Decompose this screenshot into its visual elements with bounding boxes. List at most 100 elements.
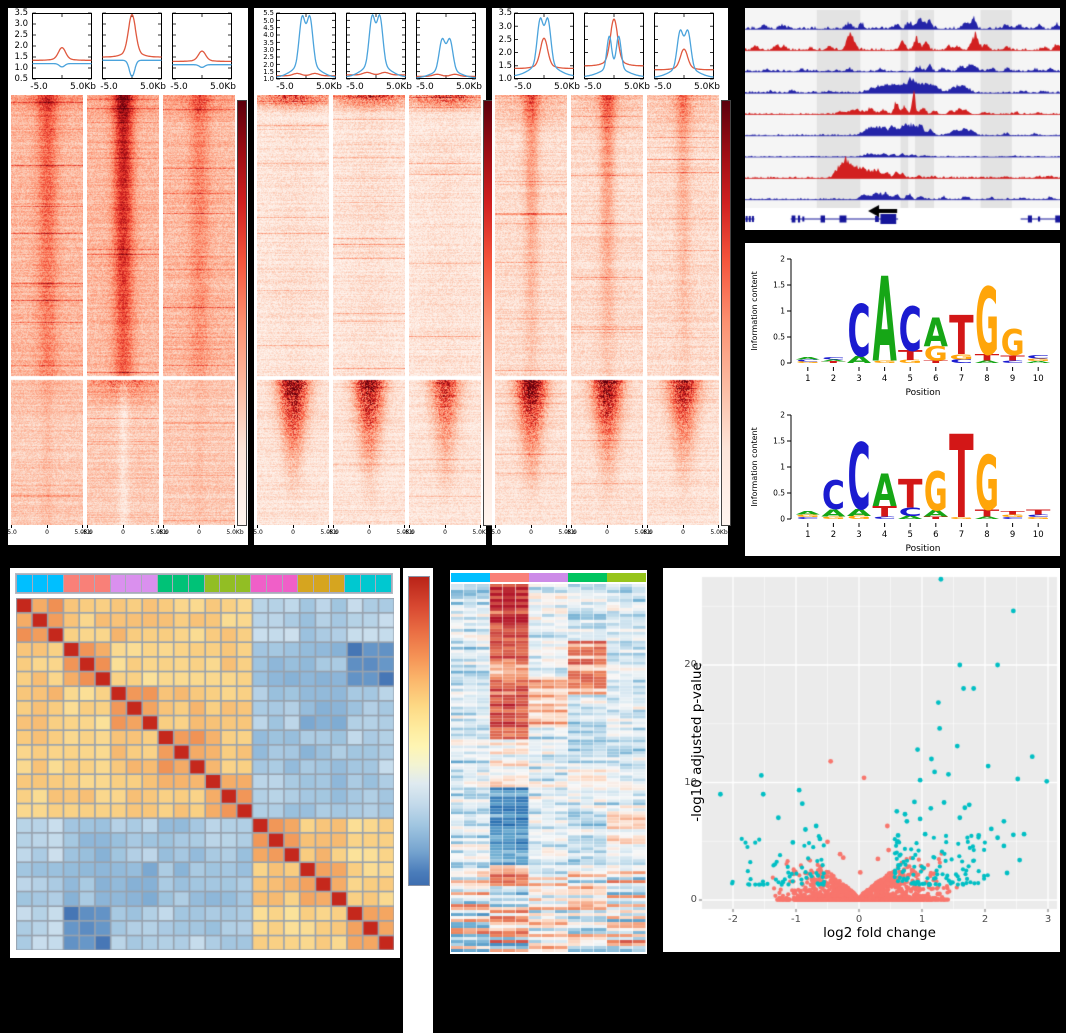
colorbar-tick-label: 8 — [732, 127, 737, 136]
svg-text:Position: Position — [905, 388, 940, 398]
heatmap-x-tick-label: -5.0 — [641, 529, 653, 536]
heatmap-column — [571, 95, 643, 525]
heatmap-x-tick — [444, 525, 446, 528]
profile-x-tick-label: -5.0 — [416, 82, 434, 92]
expression-group-annotation — [568, 573, 607, 582]
svg-text:C: C — [899, 295, 922, 365]
heatmap-column — [647, 95, 719, 525]
svg-text:1: 1 — [805, 374, 810, 384]
svg-text:T: T — [949, 305, 973, 367]
svg-text:3: 3 — [856, 374, 861, 384]
heatmap-x-tick-label: -5.0 — [81, 529, 93, 536]
svg-text:6: 6 — [933, 374, 938, 384]
heatmap-x-tick-label: 0 — [291, 529, 295, 536]
svg-text:A: A — [924, 509, 949, 519]
profile-x-tick-label: 5.0Kb — [624, 82, 650, 92]
profile-y-tick-label: 3.5 — [14, 8, 28, 19]
heatmap-column — [163, 95, 235, 525]
heatmap-column — [495, 95, 567, 525]
heatmap-x-tick — [198, 525, 200, 528]
expression-heatmap-panel — [450, 570, 647, 954]
heatmap-x-tick — [404, 525, 405, 528]
profile-y-tick-label: 2.0 — [263, 60, 274, 69]
svg-text:9: 9 — [1010, 374, 1015, 384]
svg-text:1.5: 1.5 — [773, 281, 785, 290]
colorbar-tick-label: 1.5 — [248, 389, 258, 397]
svg-text:1: 1 — [780, 307, 785, 316]
svg-text:3: 3 — [856, 530, 861, 540]
correlation-group-annotation — [172, 574, 189, 593]
heatmap-colorbar — [237, 100, 247, 526]
svg-text:T: T — [924, 360, 949, 364]
svg-text:7: 7 — [959, 374, 964, 384]
profile-plot — [346, 12, 406, 80]
svg-text:G: G — [1026, 358, 1050, 362]
heatmap-x-tick — [566, 525, 567, 528]
heatmap-column — [257, 95, 329, 525]
profile-y-tick-label: 0.5 — [14, 74, 28, 85]
profile-y-tick-label: 1.0 — [498, 74, 512, 85]
svg-text:C: C — [950, 359, 973, 365]
colorbar-tick-label: 0.5 — [248, 494, 258, 502]
svg-text:G: G — [873, 360, 897, 364]
svg-text:10: 10 — [1033, 374, 1044, 384]
heatmap-x-tick — [87, 525, 88, 528]
volcano-canvas — [663, 568, 1060, 952]
svg-text:Information content: Information content — [750, 271, 759, 350]
profile-x-tick-label: 5.0Kb — [386, 82, 412, 92]
profile-plot — [102, 12, 162, 80]
heatmap-x-tick-label: -5.0 — [251, 529, 263, 536]
heatmap-x-tick — [606, 525, 608, 528]
motif-logo-1: 2 1.5 1 0.5 0 Information content G C A 1 T A C 2 A C 3 G… — [745, 245, 1060, 398]
expression-heatmap-canvas — [451, 584, 646, 952]
profile-plot — [276, 12, 336, 80]
heatmap-x-tick — [495, 525, 496, 528]
heatmap-x-tick-label: 5.0Kb — [74, 529, 92, 536]
profile-y-tick-label: 4.0 — [263, 31, 274, 40]
heatmap-x-tick-label: -5.0 — [565, 529, 577, 536]
correlation-group-annotation — [234, 574, 252, 593]
heatmap-x-tick — [409, 525, 410, 528]
svg-text:G: G — [1026, 516, 1050, 519]
svg-text:4: 4 — [882, 374, 887, 384]
svg-text:G: G — [898, 359, 922, 364]
heatmap-x-tick-label: 5.0Kb — [150, 529, 168, 536]
svg-text:C: C — [899, 505, 922, 519]
heatmap-x-tick — [682, 525, 684, 528]
correlation-group-annotation — [266, 574, 283, 593]
volcano-x-tick-label: -1 — [791, 914, 801, 925]
correlation-group-annotation — [94, 574, 111, 593]
svg-text:5: 5 — [907, 374, 912, 384]
svg-text:A: A — [796, 511, 821, 516]
profile-plot — [416, 12, 476, 80]
colorbar-tick-label: 5 — [732, 283, 737, 292]
correlation-group-annotation — [312, 574, 330, 593]
svg-text:T: T — [975, 508, 1000, 519]
profile-y-tick-label: 1.5 — [498, 61, 512, 72]
heatmap-x-tick-label: 5.0Kb — [472, 529, 490, 536]
profile-y-tick-label: 2.5 — [498, 34, 512, 45]
profile-x-tick-label: 5.0Kb — [140, 82, 166, 92]
heatmap-x-tick-label: 5.0Kb — [396, 529, 414, 536]
profile-plot — [514, 12, 574, 80]
profile-y-tick-label: 1.0 — [14, 63, 28, 74]
svg-text:C: C — [796, 516, 819, 519]
genome-browser-panel — [745, 8, 1060, 230]
svg-text:T: T — [872, 504, 897, 520]
correlation-group-annotation — [16, 574, 33, 593]
colorbar-tick-label: 1 — [732, 491, 737, 500]
heatmap-x-tick — [530, 525, 532, 528]
heatmap-x-tick-label: 0 — [605, 529, 609, 536]
heatmap-x-tick-label: 5.0Kb — [634, 529, 652, 536]
svg-text:9: 9 — [1010, 530, 1015, 540]
expression-group-annotation — [451, 573, 490, 582]
profile-y-tick-label: 4.5 — [263, 23, 274, 32]
correlation-group-annotation — [78, 574, 96, 593]
svg-text:A: A — [924, 311, 949, 356]
correlation-group-annotation — [250, 574, 267, 593]
correlation-group-annotation — [344, 574, 361, 593]
svg-text:A: A — [847, 507, 871, 519]
profile-y-tick-label: 5.5 — [263, 9, 274, 18]
